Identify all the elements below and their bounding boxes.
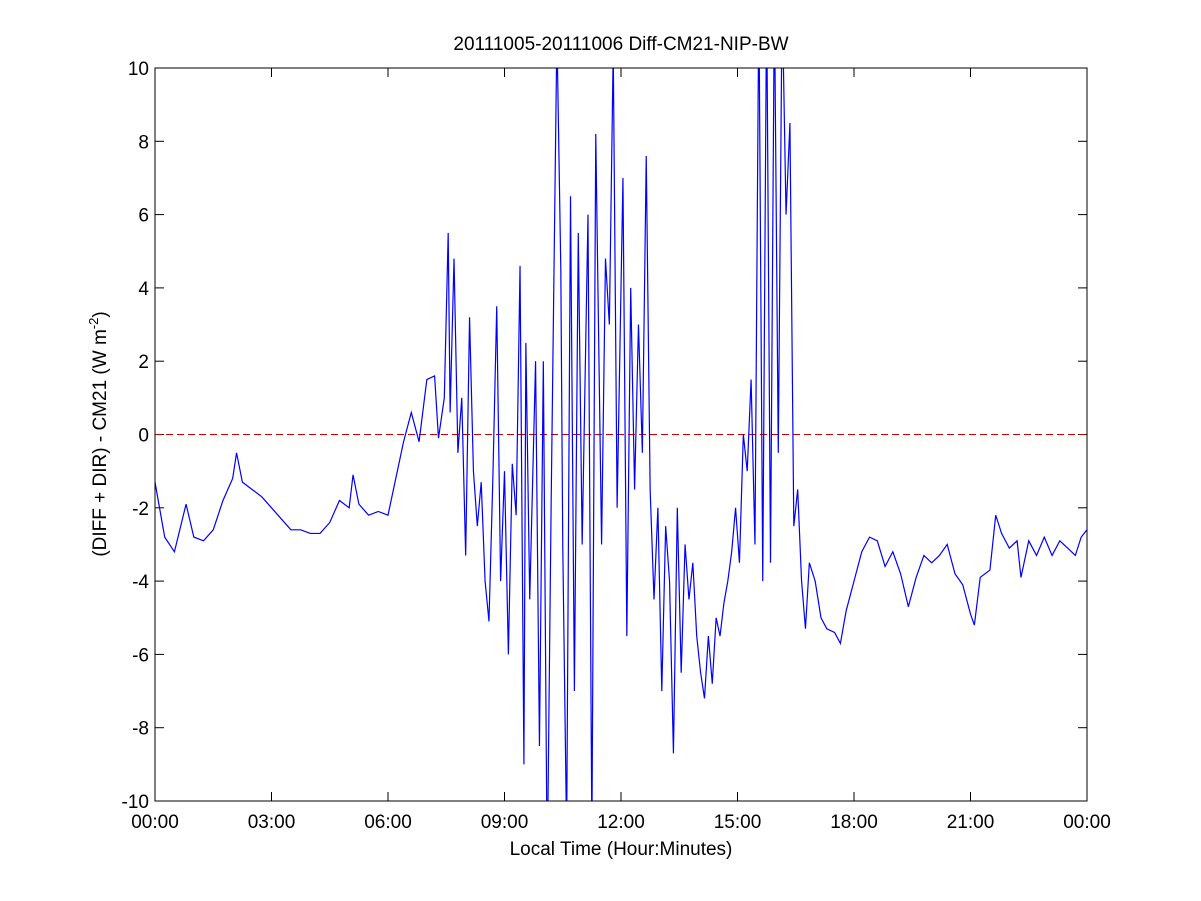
y-axis-label: (DIFF + DIR) - CM21 (W m-2) (86, 311, 111, 556)
x-tick-label: 15:00 (714, 812, 762, 833)
plot-frame (154, 67, 1088, 802)
y-tick-label: -8 (132, 719, 149, 740)
y-tick-label: 8 (138, 132, 149, 153)
y-tick-label: -10 (122, 792, 149, 813)
y-tick-label: -2 (132, 499, 149, 520)
x-tick-label: 03:00 (248, 812, 296, 833)
y-tick-label: 6 (138, 206, 149, 227)
x-tick-label: 09:00 (481, 812, 529, 833)
chart-title: 20111005-20111006 Diff-CM21-NIP-BW (453, 34, 788, 55)
y-tick-label: -4 (132, 572, 149, 593)
y-label-text: (DIFF + DIR) - CM21 (W m (90, 329, 111, 556)
x-tick-label: 00:00 (1063, 812, 1111, 833)
y-label-sup: -2 (86, 318, 101, 330)
x-tick-label: 06:00 (364, 812, 412, 833)
y-tick-label: 10 (128, 59, 149, 80)
x-tick-label: 00:00 (131, 812, 179, 833)
x-tick-label: 12:00 (597, 812, 645, 833)
x-tick-label: 21:00 (947, 812, 995, 833)
x-tick-label: 18:00 (830, 812, 878, 833)
plot-area (155, 68, 1087, 801)
x-axis-label: Local Time (Hour:Minutes) (510, 839, 733, 860)
y-tick-label: 4 (138, 279, 149, 300)
y-tick-label: 2 (138, 352, 149, 373)
data-line (155, 68, 1087, 801)
y-label-end: ) (90, 311, 111, 317)
y-tick-label: -6 (132, 645, 149, 666)
y-tick-label: 0 (138, 426, 149, 447)
